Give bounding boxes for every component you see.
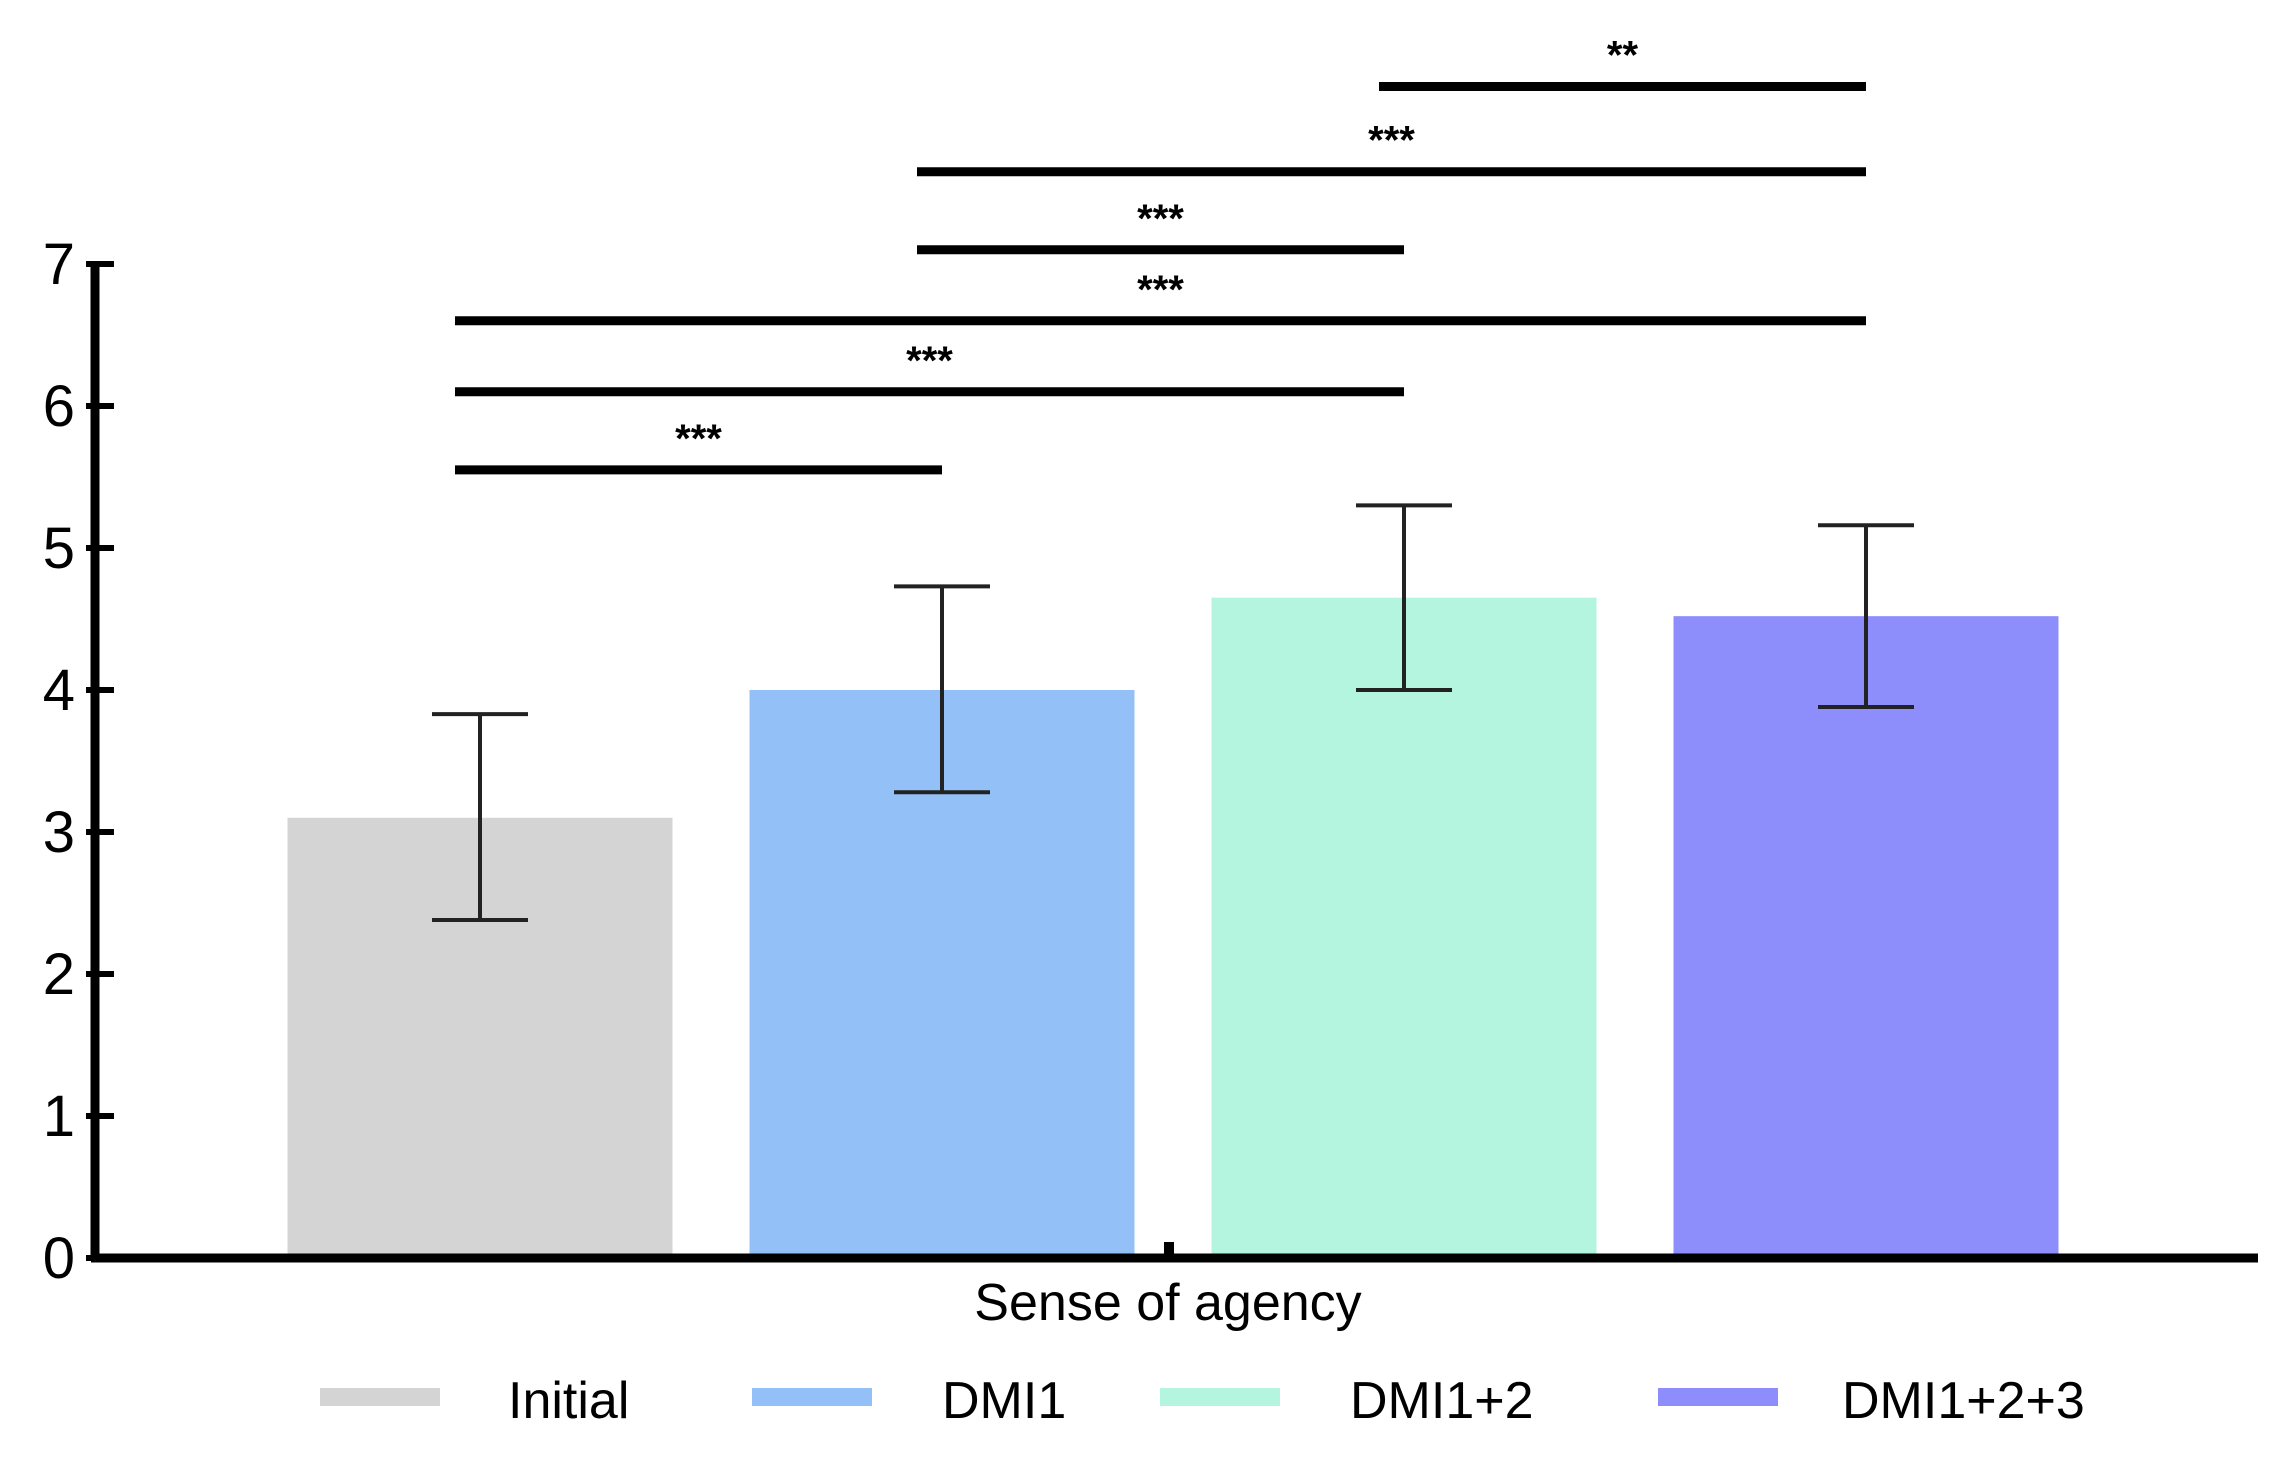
legend-item-4: DMI1+2+3: [1658, 1372, 2085, 1430]
legend: Initial DMI1 DMI1+2 DMI1+2+3: [320, 1372, 2085, 1430]
error-bar-4: [1818, 523, 1914, 710]
significance-bracket-3: ***: [455, 268, 1866, 326]
significance-label: ***: [1368, 119, 1415, 163]
legend-swatch: [1160, 1388, 1280, 1406]
y-tick-label: 3: [43, 800, 75, 865]
legend-label: DMI1+2: [1350, 1372, 1534, 1430]
significance-bracket-5: ***: [917, 119, 1866, 177]
y-tick-label: 7: [43, 232, 75, 297]
legend-item-2: DMI1: [752, 1372, 1066, 1430]
significance-label: ***: [1137, 268, 1184, 312]
significance-layer: *****************: [455, 34, 1866, 475]
bar-dmi1-plus-2-plus-3: [1673, 616, 2059, 1258]
x-axis-label: Sense of agency: [974, 1274, 1361, 1332]
y-tick-label: 4: [43, 658, 75, 723]
legend-label: Initial: [508, 1372, 629, 1430]
axes-layer: [90, 262, 2258, 1263]
y-tick-label: 2: [43, 942, 75, 1007]
legend-item-3: DMI1+2: [1160, 1372, 1534, 1430]
error-bar-3: [1356, 503, 1452, 692]
significance-bracket-2: ***: [455, 339, 1404, 397]
significance-bracket-1: ***: [455, 417, 942, 475]
legend-label: DMI1+2+3: [1842, 1372, 2085, 1430]
significance-bracket-6: **: [1379, 34, 1866, 91]
error-bar-1: [432, 712, 528, 923]
error-bars-layer: [432, 503, 1914, 923]
bar-dmi1-plus-2: [1211, 597, 1597, 1258]
y-tick-label: 6: [43, 374, 75, 439]
significance-label: **: [1607, 34, 1639, 78]
significance-label: ***: [675, 417, 722, 461]
error-bar-2: [894, 584, 990, 795]
legend-swatch: [752, 1388, 872, 1406]
legend-item-1: Initial: [320, 1372, 629, 1430]
legend-swatch: [1658, 1388, 1778, 1406]
y-tick-label: 5: [43, 516, 75, 581]
y-tick-label: 0: [43, 1226, 75, 1291]
significance-label: ***: [906, 339, 953, 383]
significance-label: ***: [1137, 197, 1184, 241]
legend-label: DMI1: [942, 1372, 1066, 1430]
significance-bracket-4: ***: [917, 197, 1404, 255]
y-ticks-layer: 0 1 2 3 4 5 6 7: [43, 232, 114, 1291]
y-tick-label: 1: [43, 1084, 75, 1149]
legend-swatch: [320, 1388, 440, 1406]
bars-layer: [287, 597, 2059, 1258]
